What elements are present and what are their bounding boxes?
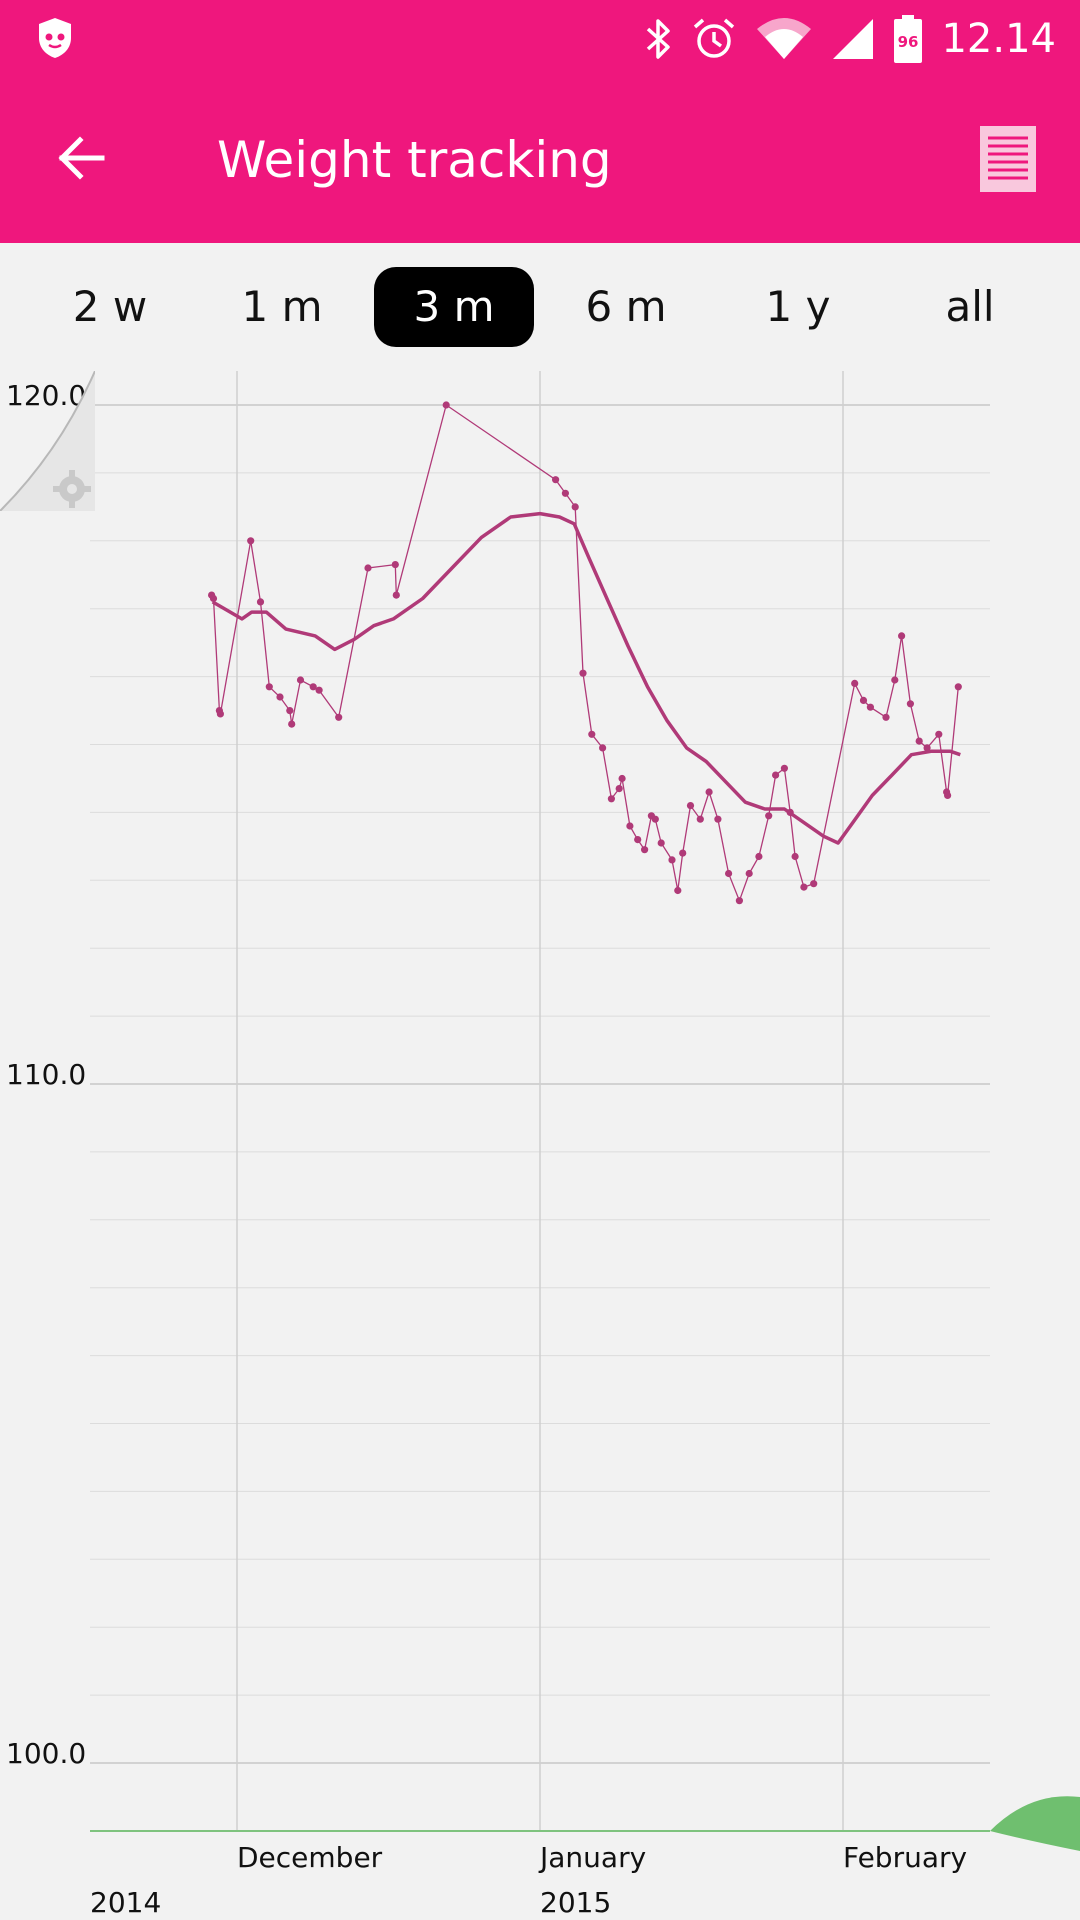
app-bar: Weight tracking — [0, 78, 1080, 243]
data-point — [772, 771, 780, 779]
data-point — [735, 897, 744, 905]
data-point — [286, 707, 294, 715]
baseline-curve — [990, 1796, 1080, 1851]
data-point — [391, 561, 399, 569]
data-point — [696, 815, 704, 823]
battery-icon: 96 — [894, 15, 923, 63]
x-year-label: 2014 — [90, 1886, 161, 1919]
y-tick-label: 100.0 — [6, 1737, 86, 1770]
data-point — [296, 676, 305, 684]
data-point — [859, 696, 868, 704]
y-tick-label: 120.0 — [6, 379, 86, 412]
data-point — [588, 730, 596, 738]
data-point — [288, 720, 296, 728]
data-point — [571, 503, 579, 511]
settings-corner[interactable] — [0, 371, 95, 511]
weight-chart-svg: 120.0 110.0 100.0 December 2014 January 2015 Fe… — [6, 371, 1080, 1919]
data-point — [276, 693, 284, 701]
data-point — [898, 632, 906, 640]
tab-6m[interactable]: 6 m — [585, 282, 667, 331]
data-point — [923, 744, 931, 752]
data-point — [442, 401, 450, 409]
data-point — [364, 564, 372, 572]
data-point — [791, 852, 799, 861]
data-point — [944, 791, 952, 799]
x-year-label: 2015 — [540, 1886, 611, 1919]
weight-chart[interactable]: 120.0 110.0 100.0 December 2014 January 2015 Fe… — [0, 371, 1080, 1920]
data-point — [309, 683, 317, 691]
data-point — [615, 785, 623, 793]
wifi-icon — [757, 18, 812, 59]
data-point — [392, 591, 400, 599]
measurement-line — [211, 403, 959, 903]
data-point — [906, 700, 915, 708]
x-tick-label: February — [843, 1841, 967, 1874]
data-point — [780, 764, 789, 772]
trend-line — [211, 511, 961, 845]
data-point — [315, 686, 323, 694]
range-tabs: 2 w 1 m 3 m 6 m 1 y all — [0, 243, 1080, 371]
list-icon[interactable] — [980, 126, 1036, 192]
data-point — [651, 815, 659, 823]
data-point — [641, 846, 649, 854]
data-point — [579, 669, 587, 677]
data-point — [634, 836, 642, 844]
data-point — [745, 869, 753, 878]
data-point — [209, 594, 218, 603]
data-point — [561, 489, 570, 497]
data-point — [618, 774, 626, 783]
page-title: Weight tracking — [217, 131, 612, 189]
bluetooth-icon — [647, 19, 671, 59]
data-point — [256, 598, 265, 606]
gear-icon — [53, 470, 91, 508]
data-point — [882, 713, 890, 721]
back-button[interactable] — [52, 128, 112, 188]
data-point — [626, 822, 634, 830]
data-point — [552, 476, 560, 484]
data-point — [866, 703, 875, 711]
alarm-icon — [694, 18, 735, 58]
data-point — [810, 880, 818, 888]
data-point — [599, 744, 607, 752]
data-point — [954, 683, 962, 691]
data-point — [935, 730, 943, 738]
data-point — [725, 869, 733, 878]
tab-2w[interactable]: 2 w — [72, 282, 148, 331]
data-point — [265, 683, 273, 691]
data-point — [657, 839, 665, 847]
status-bar: 96 12.14 — [0, 0, 1080, 78]
tab-1y[interactable]: 1 y — [765, 282, 831, 331]
data-point — [216, 710, 224, 718]
data-point — [679, 849, 687, 857]
battery-level: 96 — [898, 33, 919, 51]
data-point — [247, 537, 255, 545]
x-tick-label: December — [237, 1841, 383, 1874]
shield-cat-icon — [39, 18, 71, 58]
data-point — [755, 852, 763, 861]
status-time: 12.14 — [941, 16, 1056, 62]
y-tick-label: 110.0 — [6, 1058, 86, 1091]
data-point — [800, 883, 808, 891]
data-point — [765, 812, 773, 820]
data-point — [607, 795, 616, 803]
data-point — [686, 802, 695, 810]
data-point — [891, 676, 899, 684]
data-point — [714, 815, 722, 823]
data-point — [674, 886, 682, 895]
data-point — [668, 856, 676, 864]
data-point — [335, 713, 343, 721]
data-point — [705, 788, 713, 796]
x-tick-label: January — [538, 1841, 646, 1874]
data-point — [915, 737, 923, 745]
tab-all[interactable]: all — [945, 282, 995, 331]
tab-1m[interactable]: 1 m — [241, 282, 323, 331]
signal-icon — [833, 19, 874, 59]
data-point — [851, 679, 859, 687]
tab-3m[interactable]: 3 m — [374, 267, 534, 347]
